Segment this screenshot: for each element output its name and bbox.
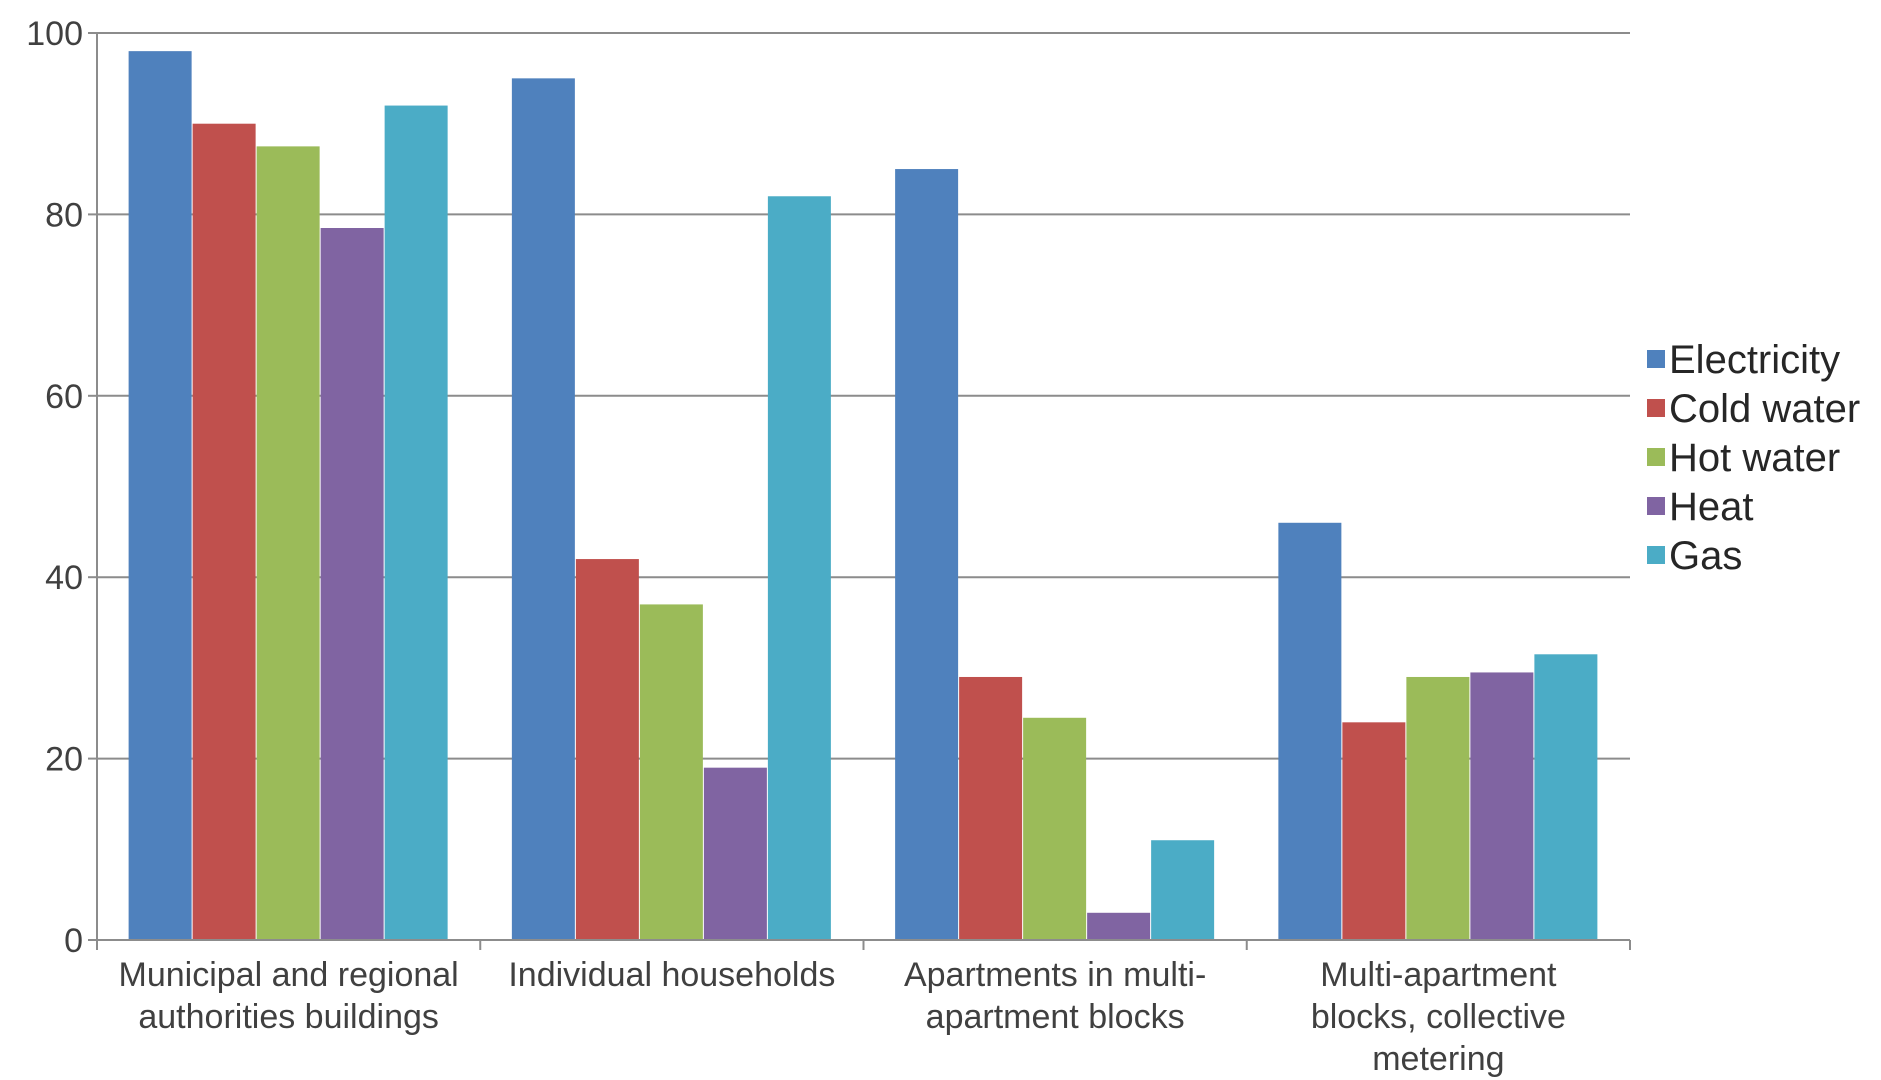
y-tick-label-60: 60 — [45, 378, 83, 416]
y-tick-label-20: 20 — [45, 741, 83, 779]
bar-hot-water-0 — [256, 146, 320, 940]
bar-cold-water-2 — [959, 676, 1023, 940]
x-category-label-1: Individual households — [508, 956, 835, 994]
legend-swatch-cold-water — [1647, 399, 1665, 417]
bar-cold-water-0 — [192, 123, 256, 940]
bar-hot-water-1 — [639, 604, 703, 940]
bar-gas-3 — [1534, 654, 1598, 940]
bar-cold-water-3 — [1342, 722, 1406, 940]
x-category-label-0: Municipal and regional authorities buildi… — [119, 956, 459, 1036]
bar-electricity-0 — [128, 51, 192, 940]
bar-electricity-2 — [895, 169, 959, 941]
bar-heat-2 — [1087, 912, 1151, 940]
bars — [128, 51, 1598, 941]
bar-hot-water-3 — [1406, 676, 1470, 940]
bar-electricity-3 — [1278, 522, 1342, 940]
bar-heat-3 — [1470, 672, 1534, 940]
legend-label-hot-water: Hot water — [1669, 436, 1840, 480]
bar-heat-0 — [320, 228, 384, 940]
bar-gas-0 — [384, 105, 448, 940]
legend: Electricity Cold water Hot water Heat Gas — [1647, 338, 1860, 578]
bar-electricity-1 — [511, 78, 575, 941]
bar-hot-water-2 — [1023, 717, 1087, 940]
y-axis-tick-labels: 0 20 40 60 80 100 — [26, 15, 83, 960]
x-category-label-3: Multi-apartment blocks, collective meterin… — [1311, 956, 1566, 1078]
y-tick-label-0: 0 — [64, 922, 83, 960]
bar-gas-1 — [767, 196, 831, 940]
legend-swatch-gas — [1647, 546, 1665, 564]
x-axis-category-labels: Municipal and regional authorities buildi… — [119, 956, 1566, 1078]
legend-label-heat: Heat — [1669, 485, 1754, 529]
x-category-label-2: Apartments in multi-apartment blocks — [904, 956, 1206, 1036]
legend-label-electricity: Electricity — [1669, 338, 1840, 382]
y-tick-label-80: 80 — [45, 196, 83, 234]
axes — [88, 32, 1631, 950]
legend-swatch-electricity — [1647, 350, 1665, 368]
legend-label-cold-water: Cold water — [1669, 387, 1860, 431]
legend-swatch-heat — [1647, 497, 1665, 515]
bar-gas-2 — [1151, 840, 1215, 940]
y-tick-label-40: 40 — [45, 559, 83, 597]
y-tick-label-100: 100 — [26, 15, 83, 53]
bar-heat-1 — [703, 767, 767, 940]
legend-label-gas: Gas — [1669, 534, 1742, 578]
legend-swatch-hot-water — [1647, 448, 1665, 466]
bar-cold-water-1 — [575, 559, 639, 940]
